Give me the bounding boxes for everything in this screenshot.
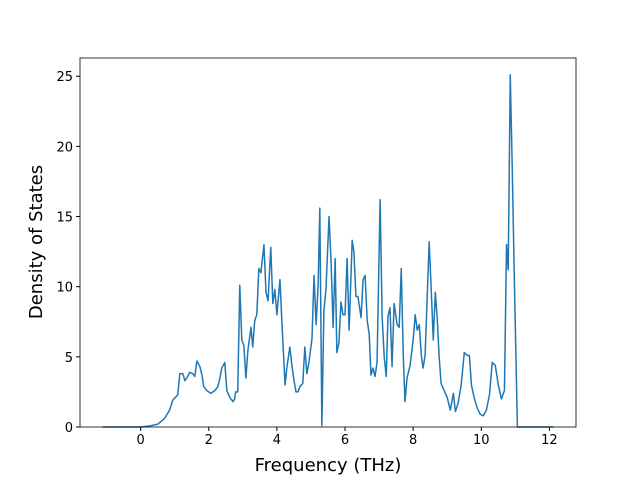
x-tick-label: 6 bbox=[341, 433, 349, 448]
y-tick-label: 25 bbox=[56, 70, 73, 85]
y-axis-label: Density of States bbox=[26, 165, 47, 319]
line bbox=[102, 74, 554, 428]
x-tick-label: 4 bbox=[273, 433, 281, 448]
axes-frame bbox=[79, 57, 577, 428]
x-tick-label: 12 bbox=[541, 433, 558, 448]
x-axis-label: Frequency (THz) bbox=[255, 455, 402, 476]
y-tick-label: 5 bbox=[65, 351, 73, 366]
x-tick-label: 10 bbox=[473, 433, 490, 448]
y-tick-label: 20 bbox=[56, 140, 73, 155]
x-tick-label: 8 bbox=[409, 433, 417, 448]
y-tick-label: 15 bbox=[56, 211, 73, 226]
y-tick-label: 10 bbox=[56, 281, 73, 296]
x-tick-label: 2 bbox=[205, 433, 213, 448]
x-tick-label: 0 bbox=[136, 433, 144, 448]
y-tick-label: 0 bbox=[65, 421, 73, 436]
